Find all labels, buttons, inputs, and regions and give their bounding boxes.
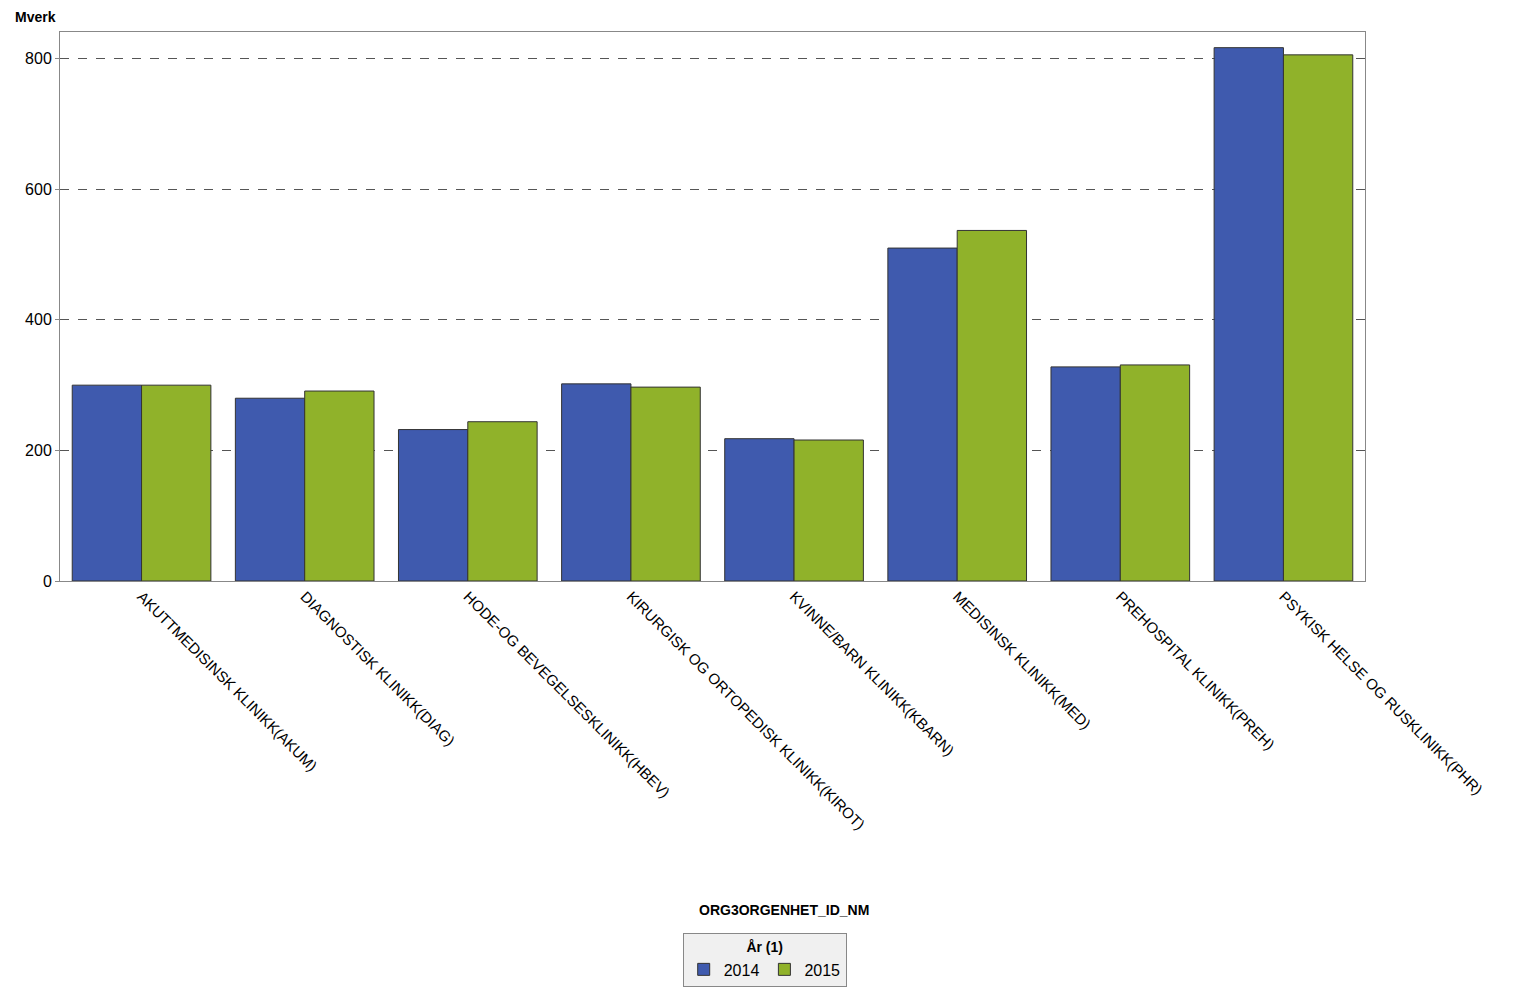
svg-text:AKUTTMEDISINSK KLINIKK(AKUM): AKUTTMEDISINSK KLINIKK(AKUM) [134, 588, 320, 774]
svg-text:200: 200 [25, 442, 52, 459]
svg-text:Mverk: Mverk [15, 9, 56, 25]
svg-text:2015: 2015 [804, 962, 840, 979]
svg-text:HODE-OG BEVEGELSESKLINIKK(HBEV: HODE-OG BEVEGELSESKLINIKK(HBEV) [460, 588, 673, 801]
svg-text:600: 600 [25, 181, 52, 198]
svg-text:År (1): År (1) [746, 939, 783, 955]
svg-text:KVINNE/BARN KLINIKK(KBARN): KVINNE/BARN KLINIKK(KBARN) [787, 588, 958, 759]
svg-text:ORG3ORGENHET_ID_NM: ORG3ORGENHET_ID_NM [699, 902, 869, 918]
svg-text:800: 800 [25, 50, 52, 67]
svg-text:400: 400 [25, 311, 52, 328]
svg-text:KIRURGISK OG ORTOPEDISK KLINIK: KIRURGISK OG ORTOPEDISK KLINIKK(KIROT) [624, 588, 869, 833]
svg-text:PREHOSPITAL KLINIKK(PREH): PREHOSPITAL KLINIKK(PREH) [1113, 588, 1278, 753]
svg-text:2014: 2014 [724, 962, 760, 979]
svg-text:DIAGNOSTISK KLINIKK(DIAG): DIAGNOSTISK KLINIKK(DIAG) [297, 588, 458, 749]
svg-text:PSYKISK HELSE OG RUSKLINIKK(PH: PSYKISK HELSE OG RUSKLINIKK(PHR) [1276, 588, 1486, 798]
svg-text:0: 0 [43, 573, 52, 590]
svg-text:MEDISINSK KLINIKK(MED): MEDISINSK KLINIKK(MED) [950, 588, 1095, 733]
